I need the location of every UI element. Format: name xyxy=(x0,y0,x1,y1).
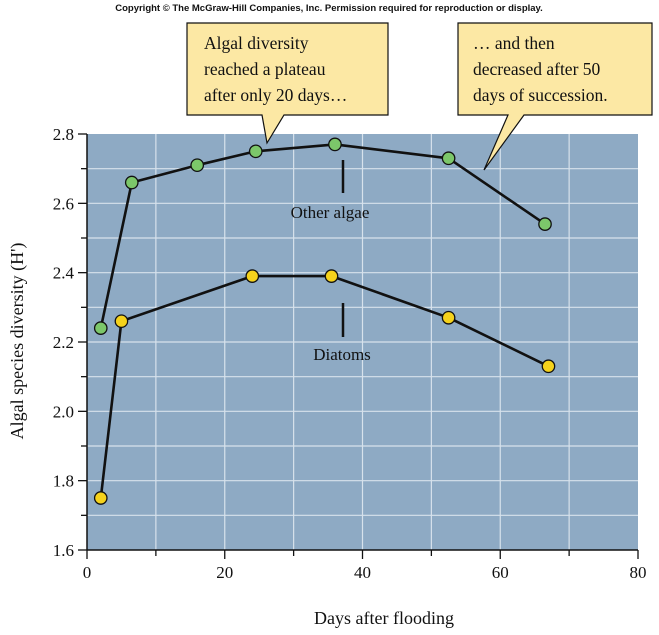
diatoms-label: Diatoms xyxy=(313,345,371,364)
other-algae-point xyxy=(93,321,108,335)
callout-decrease-line-1: … and then xyxy=(473,33,555,53)
x-axis-title: Days after flooding xyxy=(314,608,454,628)
other-algae-point xyxy=(190,158,205,173)
x-tick-label: 60 xyxy=(492,563,509,582)
callout-decrease: … and then decreased after 50 days of su… xyxy=(457,22,653,171)
callout-plateau-line-2: reached a plateau xyxy=(204,59,326,79)
other-algae-point xyxy=(441,151,456,166)
diatoms-point xyxy=(245,269,260,283)
axis-ticks: 0 20 40 60 80 1.6 1.8 2.0 2.2 2.4 2.6 2.8 xyxy=(53,125,647,582)
other-algae-point xyxy=(328,137,342,152)
other-algae-point xyxy=(538,217,552,231)
other-algae-label: Other algae xyxy=(291,203,370,222)
diatoms-point xyxy=(93,491,108,505)
callout-decrease-line-3: days of succession. xyxy=(473,85,608,105)
y-axis-title: Algal species diversity (H') xyxy=(7,243,28,440)
callout-plateau-line-1: Algal diversity xyxy=(204,33,309,53)
diatoms-line xyxy=(99,274,550,499)
copyright-notice: Copyright © The McGraw-Hill Companies, I… xyxy=(115,3,543,14)
y-tick-label: 1.6 xyxy=(53,541,74,560)
y-tick-label: 1.8 xyxy=(53,472,74,491)
y-tick-label: 2.0 xyxy=(53,402,74,421)
diatoms-point xyxy=(114,314,129,329)
y-tick-label: 2.6 xyxy=(53,194,74,213)
x-tick-label: 0 xyxy=(83,563,92,582)
y-tick-label: 2.2 xyxy=(53,333,74,352)
other-algae-point xyxy=(124,175,139,190)
diatoms-point xyxy=(324,269,339,283)
grid-lines xyxy=(87,134,638,550)
y-tick-label: 2.8 xyxy=(53,125,74,144)
other-algae-point xyxy=(248,144,263,159)
x-tick-label: 40 xyxy=(354,563,371,582)
y-tick-label: 2.4 xyxy=(53,264,75,283)
diatoms-point xyxy=(441,310,456,325)
callout-plateau-line-3: after only 20 days… xyxy=(204,85,347,105)
callout-decrease-line-2: decreased after 50 xyxy=(473,59,601,79)
series-layer xyxy=(93,137,556,505)
x-tick-label: 80 xyxy=(630,563,647,582)
callout-decrease-box xyxy=(457,22,653,171)
diatoms-point xyxy=(541,359,556,374)
callout-plateau: Algal diversity reached a plateau after … xyxy=(186,22,389,145)
x-tick-label: 20 xyxy=(216,563,233,582)
callout-plateau-box xyxy=(186,22,389,145)
